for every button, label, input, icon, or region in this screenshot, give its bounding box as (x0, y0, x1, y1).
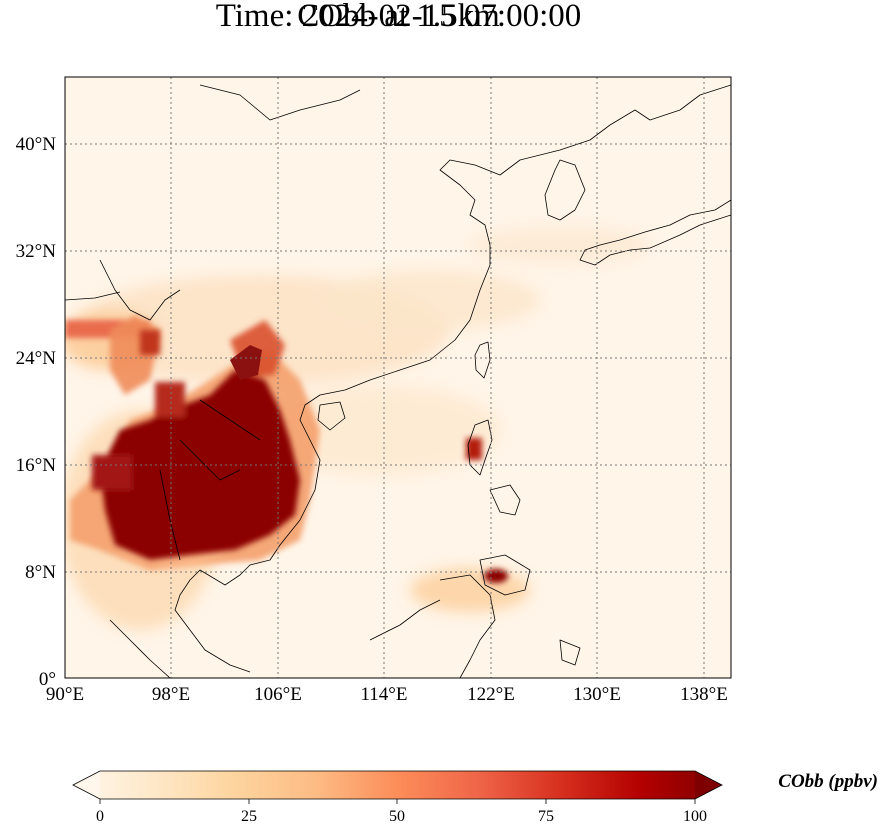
coastline-sulawesi (559, 639, 581, 666)
coastline-borneo (369, 574, 496, 678)
colorbar-gradient (73, 771, 722, 799)
lat-tick-label: 24°N (16, 348, 57, 369)
lat-tick-label: 32°N (16, 241, 57, 262)
plume-east-china (320, 270, 540, 330)
colorbar-extend-min (73, 771, 100, 799)
colorbar: 0 25 50 75 100 CObb (ppbv) (72, 770, 878, 825)
coastline-mainland (174, 84, 731, 673)
lat-tick-label: 16°N (16, 455, 57, 476)
colorbar-tick-label: 0 (96, 808, 104, 825)
plume-east-china-sea (470, 227, 650, 263)
map-title-line1: CObb at 1.5km (297, 0, 500, 34)
colorbar-ticks (99, 799, 696, 804)
gridlines (65, 77, 731, 678)
borders-indochina (159, 399, 261, 561)
lon-tick-label: 90°E (46, 684, 84, 705)
coastline-sumatra (109, 619, 171, 678)
lon-tick-label: 122°E (467, 684, 515, 705)
colorbar-tick-label: 50 (389, 808, 405, 825)
lat-tick-label: 8°N (25, 562, 56, 583)
hot-core-west (92, 455, 132, 490)
coastlines (65, 84, 731, 678)
colorbar-tick-label: 75 (538, 808, 554, 825)
plume-borneo-sea (410, 568, 530, 612)
lon-tick-label: 106°E (254, 684, 302, 705)
hot-core-myanmar (140, 330, 160, 355)
luzon-hotspot-layer (466, 438, 482, 460)
coastline-korea (544, 159, 586, 221)
map-frame (64, 76, 732, 679)
colorbar-tick-labels: 0 25 50 75 100 (96, 808, 707, 825)
lon-tick-label: 130°E (573, 684, 621, 705)
colorbar-tick-label: 25 (241, 808, 257, 825)
map-title-line2: Time: 2024-02-15 07:00:00 (215, 0, 582, 34)
luzon-hotspot (466, 438, 482, 460)
lon-tick-labels: 90°E 98°E 106°E 114°E 122°E 130°E 138°E (46, 684, 728, 705)
lon-tick-label: 114°E (361, 684, 408, 705)
border-himalaya (65, 259, 181, 321)
coastline-hainan (317, 401, 346, 431)
lon-tick-label: 138°E (680, 684, 728, 705)
coastline-luzon (467, 419, 493, 476)
coastline-mindanao (479, 554, 531, 596)
coastline-visayas (489, 484, 521, 516)
mindanao-hotspot (484, 569, 508, 583)
coastline-taiwan (474, 341, 491, 379)
border-mongolia (199, 84, 361, 121)
map-panel (65, 77, 731, 678)
lat-tick-labels: 0° 8°N 16°N 24°N 32°N 40°N (16, 134, 57, 690)
hot-core-north (155, 382, 185, 417)
lon-tick-label: 98°E (152, 684, 190, 705)
lat-tick-label: 40°N (16, 134, 57, 155)
coastline-japan (579, 199, 731, 266)
colorbar-extend-max (695, 771, 722, 799)
mindanao-hotspot-layer (484, 569, 508, 583)
hot-core-laos (230, 345, 262, 380)
lat-tick-label: 0° (39, 669, 56, 690)
colorbar-label: CObb (ppbv) (778, 771, 878, 792)
colorbar-tick-label: 100 (683, 808, 707, 825)
